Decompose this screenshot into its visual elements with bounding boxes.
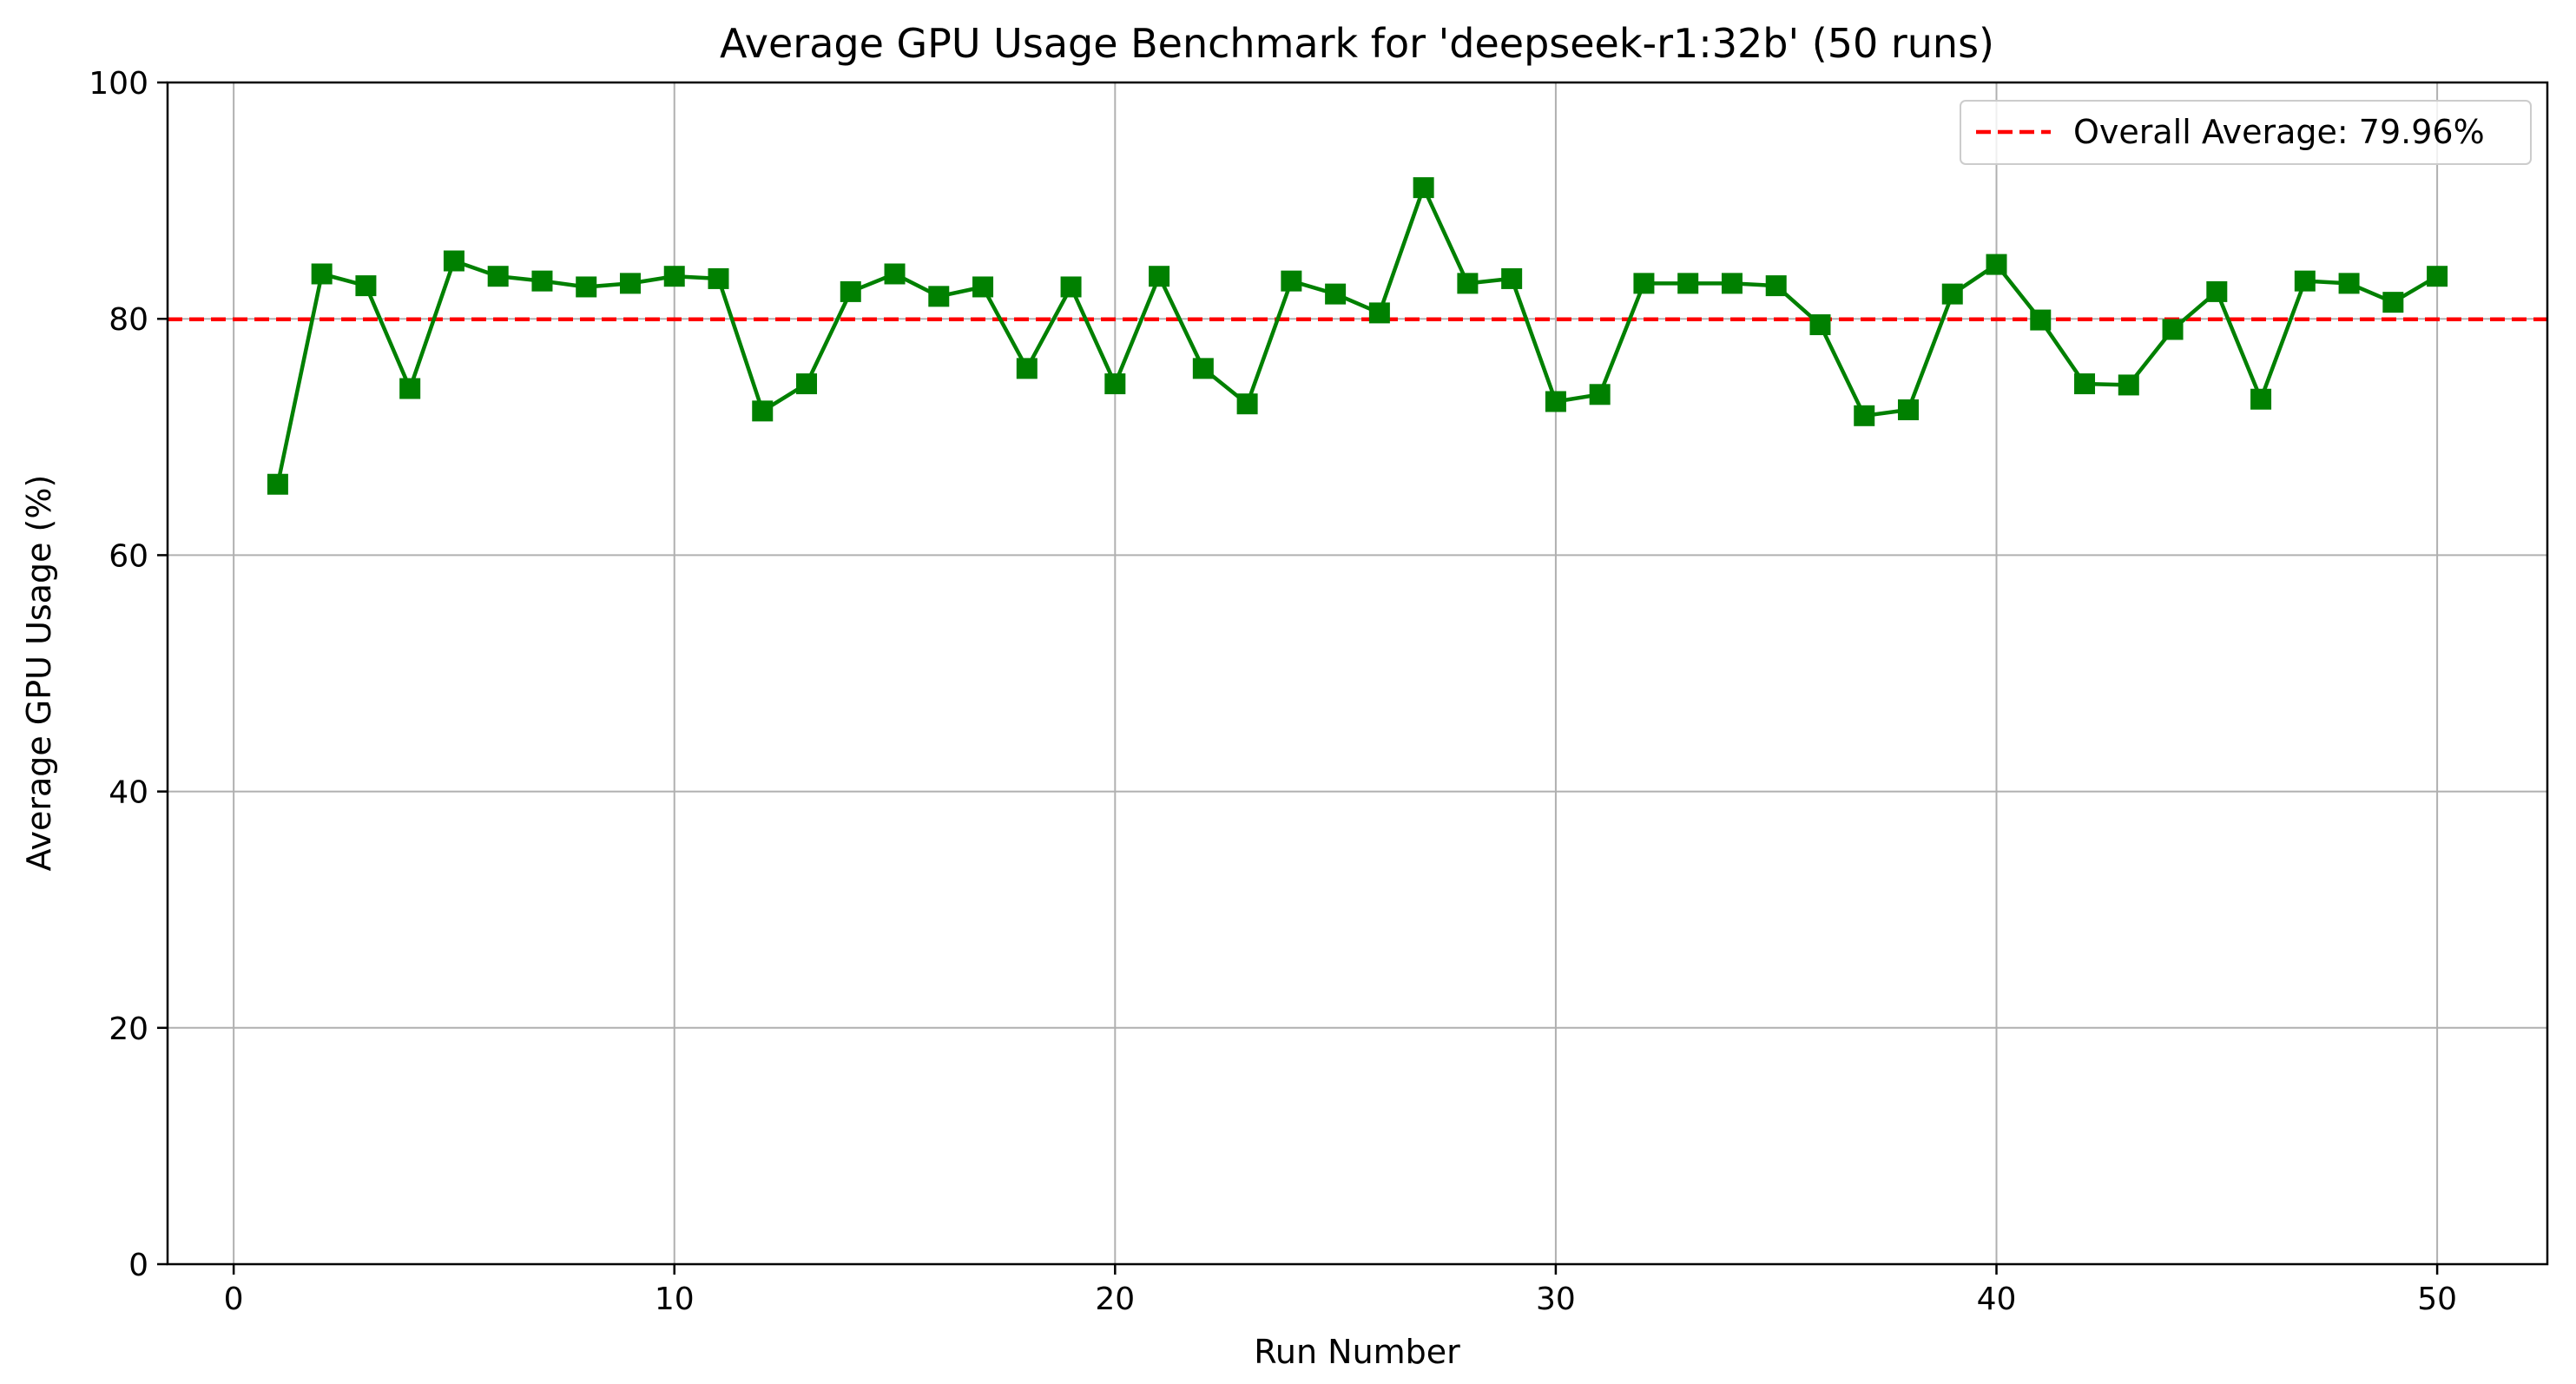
- series: [267, 177, 2448, 495]
- data-point-run-3: [355, 275, 377, 297]
- legend-box: [1960, 100, 2532, 165]
- x-tick-label-30: 30: [1536, 1282, 1576, 1317]
- data-point-run-46: [2250, 388, 2272, 410]
- data-point-run-44: [2162, 319, 2184, 340]
- x-tick-label-10: 10: [655, 1282, 695, 1317]
- y-tick-label-80: 80: [109, 302, 148, 338]
- data-point-run-23: [1236, 393, 1258, 415]
- data-point-run-27: [1413, 177, 1434, 199]
- y-tick-label-40: 40: [109, 775, 148, 811]
- data-point-run-28: [1457, 273, 1479, 294]
- data-point-run-20: [1104, 373, 1126, 395]
- data-point-run-50: [2427, 266, 2448, 287]
- data-point-run-16: [928, 286, 950, 307]
- x-tick-label-40: 40: [1977, 1282, 2017, 1317]
- data-point-run-4: [399, 378, 421, 399]
- data-point-run-8: [576, 276, 597, 298]
- data-point-run-18: [1016, 358, 1038, 379]
- data-point-run-36: [1809, 314, 1831, 336]
- data-point-run-26: [1368, 302, 1390, 324]
- data-point-run-25: [1325, 283, 1347, 305]
- data-point-run-22: [1192, 358, 1214, 379]
- chart-title: Average GPU Usage Benchmark for 'deepsee…: [720, 20, 1994, 67]
- y-tick-label-100: 100: [89, 66, 148, 102]
- axis-ticks: 0 10 20 30 40 50 0 20 40 60 80 100: [89, 66, 2457, 1317]
- data-point-run-32: [1633, 273, 1655, 294]
- plot-area-frame: [166, 81, 2549, 1266]
- data-point-run-31: [1589, 384, 1611, 405]
- legend: Overall Average: 79.96%: [1960, 100, 2532, 165]
- data-point-run-35: [1765, 275, 1787, 297]
- data-point-run-1: [267, 473, 288, 495]
- data-point-run-6: [487, 266, 509, 287]
- data-point-run-15: [884, 263, 906, 285]
- y-tick-label-60: 60: [109, 538, 148, 574]
- data-point-run-40: [1986, 254, 2007, 275]
- x-tick-label-20: 20: [1095, 1282, 1135, 1317]
- data-point-run-37: [1854, 405, 1875, 426]
- data-point-run-29: [1501, 267, 1523, 289]
- data-point-run-47: [2294, 270, 2316, 292]
- y-tick-label-20: 20: [109, 1012, 148, 1047]
- data-point-run-43: [2118, 374, 2139, 396]
- data-point-run-39: [1941, 283, 1963, 305]
- data-point-run-14: [840, 280, 861, 302]
- data-point-run-48: [2338, 273, 2360, 294]
- data-point-run-33: [1677, 273, 1699, 294]
- y-tick-label-0: 0: [128, 1248, 148, 1283]
- data-point-run-7: [531, 270, 553, 292]
- data-point-run-49: [2382, 292, 2404, 313]
- data-point-run-30: [1545, 391, 1566, 412]
- data-point-run-17: [972, 276, 994, 298]
- y-axis-title: Average GPU Usage (%): [20, 475, 58, 872]
- x-axis-title: Run Number: [1254, 1333, 1460, 1371]
- data-point-run-45: [2206, 280, 2228, 302]
- x-tick-label-50: 50: [2417, 1282, 2457, 1317]
- data-point-run-41: [2030, 309, 2052, 331]
- data-point-run-34: [1721, 273, 1743, 294]
- data-point-run-13: [796, 373, 818, 395]
- data-point-run-38: [1897, 399, 1919, 420]
- legend-label-overall-average: Overall Average: 79.96%: [2073, 113, 2485, 151]
- data-point-run-42: [2074, 373, 2096, 395]
- data-point-run-11: [708, 267, 729, 289]
- data-point-run-5: [443, 250, 464, 272]
- data-point-run-19: [1060, 276, 1082, 298]
- data-point-run-10: [663, 266, 685, 287]
- data-point-run-9: [619, 273, 641, 294]
- x-tick-label-0: 0: [224, 1282, 244, 1317]
- data-point-run-12: [752, 400, 774, 422]
- data-point-run-21: [1149, 266, 1170, 287]
- data-point-run-2: [311, 263, 333, 285]
- data-point-run-24: [1281, 270, 1302, 292]
